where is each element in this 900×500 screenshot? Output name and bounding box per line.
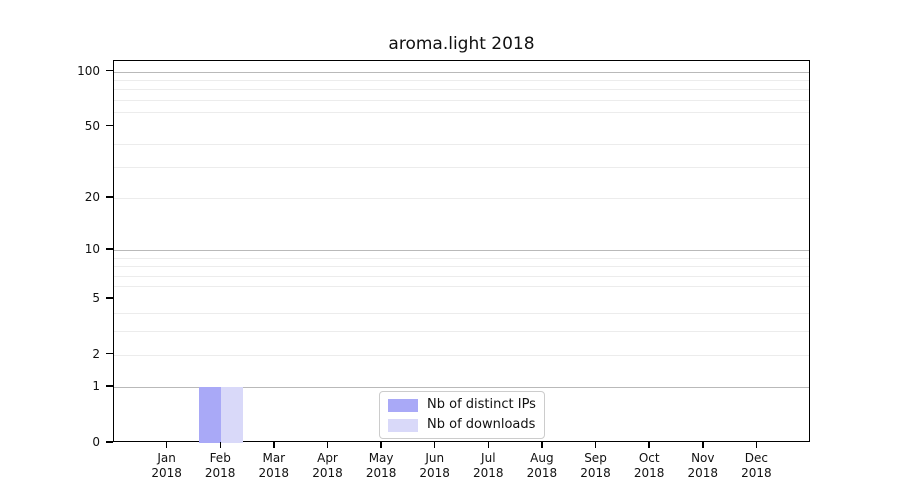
gridline-minor [114,266,809,268]
legend-label: Nb of downloads [427,417,536,432]
x-tick [273,442,275,448]
bar-nb-of-distinct-ips [199,387,222,443]
gridline-major [114,71,809,73]
y-tick-label: 10 [84,242,100,256]
y-tick [106,441,113,443]
y-tick-label: 20 [84,189,100,204]
y-tick [106,196,113,198]
gridline-minor [114,275,809,277]
x-tick-label: Apr 2018 [312,451,343,480]
x-tick-label: Jan 2018 [151,451,182,480]
legend-label: Nb of distinct IPs [427,397,536,412]
y-tick-label: 0 [92,435,100,449]
x-tick [487,442,490,448]
y-tick [106,297,113,299]
chart-title: aroma.light 2018 [388,34,535,54]
bar-nb-of-downloads [221,387,244,443]
x-tick [594,442,597,448]
x-tick-label: Jun 2018 [419,451,450,480]
legend-swatch-nb-of-downloads [388,418,418,432]
x-tick-label: May 2018 [365,451,397,480]
gridline-minor [114,331,809,333]
x-tick [648,442,650,448]
x-tick-label: Mar 2018 [258,451,290,480]
y-tick [106,69,113,72]
x-tick-label: Jul 2018 [473,451,504,480]
legend: Nb of distinct IPs Nb of downloads [379,391,545,439]
x-tick [380,442,382,448]
gridline-minor [114,354,809,356]
gridline-minor [114,99,809,101]
x-tick-label: Dec 2018 [741,451,772,480]
x-tick [433,442,436,448]
y-tick-label: 5 [92,290,100,305]
x-tick-label: Oct 2018 [633,451,665,480]
gridline-minor [114,313,809,315]
y-tick-label: 2 [92,346,100,361]
x-tick [165,442,168,448]
legend-swatch-nb-of-distinct-ips [388,398,418,412]
x-tick-label: Nov 2018 [687,451,719,480]
gridline-minor [114,112,809,113]
gridline-minor [114,166,809,168]
x-tick-label: Aug 2018 [526,451,558,480]
x-tick-label: Sep 2018 [580,451,611,480]
gridline-major [114,250,809,251]
gridline-minor [114,257,809,259]
x-tick [326,442,329,448]
x-tick-label: Feb 2018 [204,451,236,480]
y-tick [106,352,113,355]
legend-item: Nb of downloads [388,417,536,433]
plot-area: Nb of distinct IPs Nb of downloads [113,60,810,443]
gridline-minor [114,89,809,91]
x-tick [219,442,221,448]
y-tick [106,124,113,127]
gridline-minor [114,144,809,145]
legend-item: Nb of distinct IPs [388,397,536,413]
gridline-minor [114,197,809,199]
x-tick [702,442,704,448]
gridline-minor [114,286,809,288]
y-tick [106,385,113,387]
y-tick [106,248,113,250]
y-tick-label: 100 [77,63,100,78]
y-tick-label: 1 [92,379,100,394]
gridline-minor [114,79,809,81]
y-tick-label: 50 [84,118,100,133]
gridline-major [114,387,809,389]
x-tick [755,442,758,448]
x-tick [541,442,543,448]
